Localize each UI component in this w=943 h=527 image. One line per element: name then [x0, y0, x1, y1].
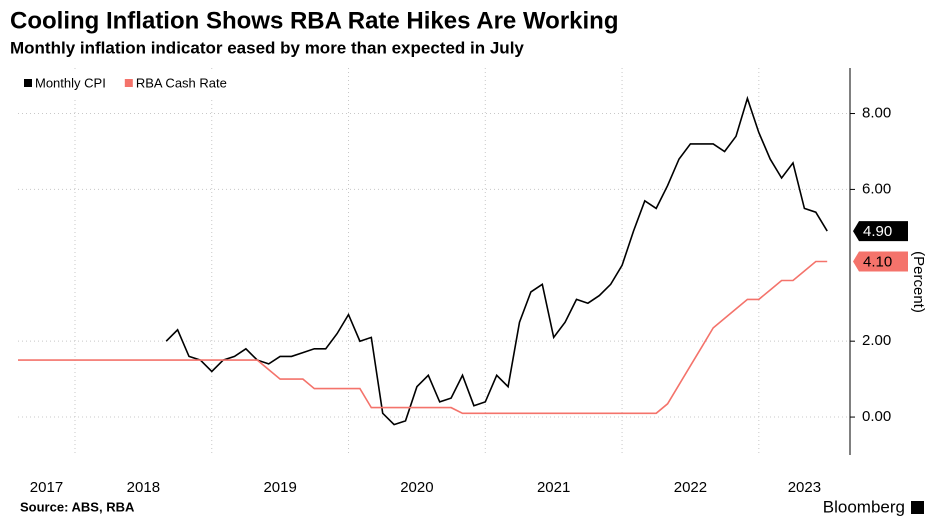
value-label-box: [853, 221, 908, 242]
value-label-box: [853, 251, 908, 272]
x-tick-label: 2020: [400, 479, 433, 496]
chart-subtitle: Monthly inflation indicator eased by mor…: [10, 38, 524, 57]
x-tick-label: 2021: [537, 479, 570, 496]
chart-title: Cooling Inflation Shows RBA Rate Hikes A…: [10, 7, 619, 34]
legend-label: Monthly CPI: [35, 75, 106, 90]
y-tick-label: 2.00: [862, 332, 891, 349]
legend-swatch: [24, 79, 32, 87]
series-line: [18, 260, 828, 415]
x-tick-label: 2018: [127, 479, 160, 496]
value-label: 4.90: [863, 223, 892, 240]
value-label: 4.10: [863, 253, 892, 270]
legend-swatch: [124, 79, 133, 87]
x-tick-label: 2022: [674, 479, 707, 496]
series-line: [165, 95, 828, 426]
y-tick-label: 0.00: [862, 408, 891, 425]
legend-label: RBA Cash Rate: [136, 75, 227, 90]
y-tick-label: 8.00: [862, 104, 891, 121]
brand-icon: [911, 501, 924, 514]
brand: Bloomberg: [823, 497, 905, 516]
x-tick-label: 2019: [263, 479, 296, 496]
x-tick-label: 2017: [30, 479, 63, 496]
y-axis-label: (Percent): [910, 251, 927, 313]
y-tick-label: 6.00: [862, 180, 891, 197]
source: Source: ABS, RBA: [20, 499, 135, 514]
x-tick-label: 2023: [788, 479, 821, 496]
